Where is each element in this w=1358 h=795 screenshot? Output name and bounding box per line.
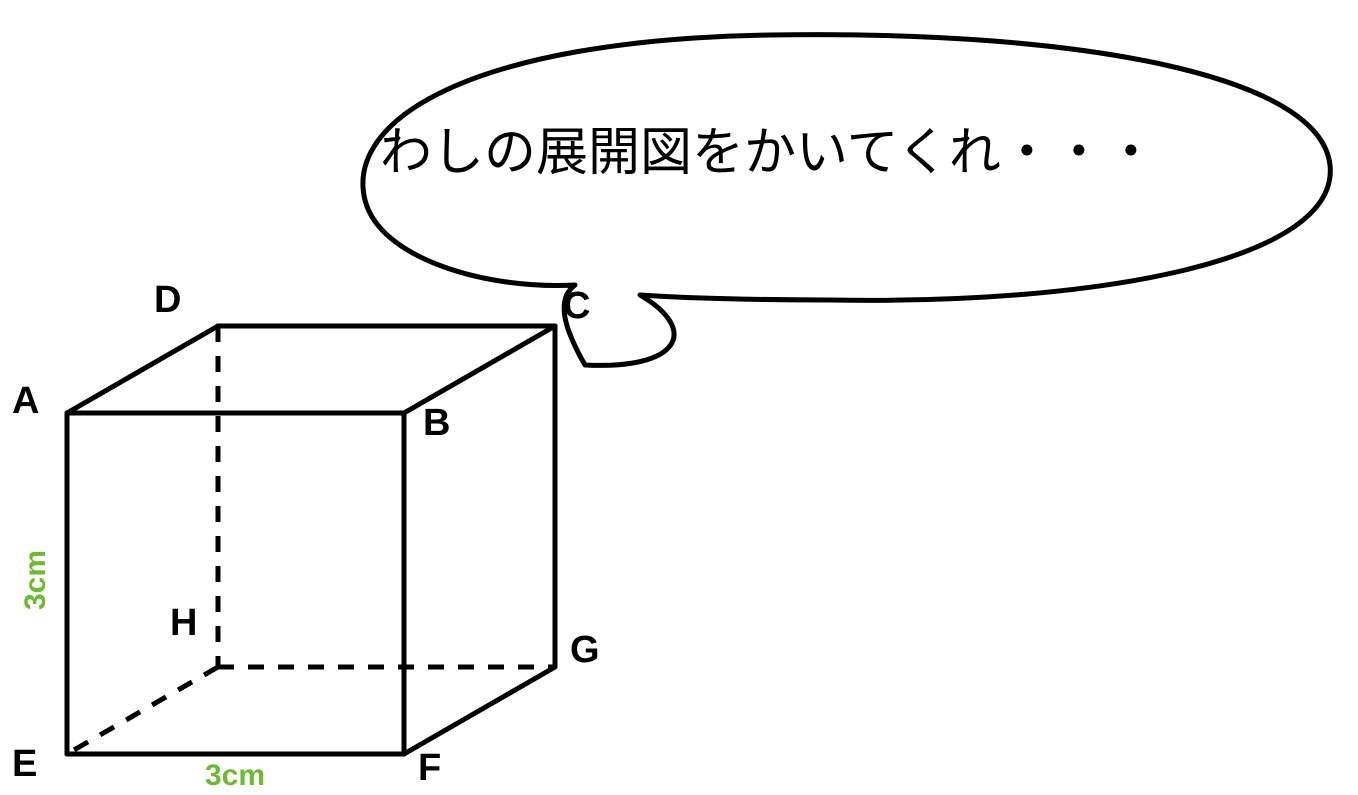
vertex-label-d: D [154, 279, 181, 321]
diagram-canvas: わしの展開図をかいてくれ・・・ A B C D E F G H 3cm 3cm [0, 0, 1358, 795]
vertex-label-a: A [12, 380, 39, 422]
vertex-label-h: H [170, 602, 197, 644]
dimension-label-width: 3cm [205, 759, 265, 792]
speech-bubble-outline [363, 35, 1330, 366]
vertex-label-c: C [563, 285, 590, 327]
vertex-label-g: G [570, 629, 600, 671]
vertex-label-e: E [12, 743, 37, 785]
cube-vertex-labels: A B C D E F G H [12, 279, 600, 789]
dimension-label-height: 3cm [19, 550, 52, 610]
cube-edge [404, 326, 555, 413]
cube-edge-hidden [67, 667, 218, 754]
vertex-label-f: F [418, 747, 441, 789]
cube-dashed-edges [67, 326, 555, 754]
cube-edge [67, 326, 218, 413]
speech-bubble: わしの展開図をかいてくれ・・・ [363, 35, 1330, 366]
cube-solid-edges [67, 326, 555, 754]
vertex-label-b: B [423, 402, 450, 444]
speech-bubble-text: わしの展開図をかいてくれ・・・ [380, 125, 1157, 182]
cube-edge [404, 667, 555, 754]
